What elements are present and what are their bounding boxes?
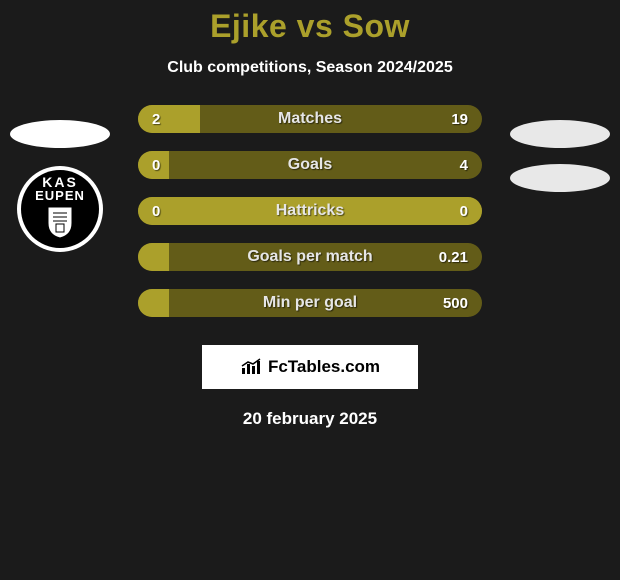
- stat-label: Goals: [138, 156, 482, 174]
- page-title: Ejike vs Sow: [0, 8, 620, 45]
- bar-overlay: 0Hattricks0: [138, 197, 482, 225]
- infographic-root: Ejike vs Sow Club competitions, Season 2…: [0, 0, 620, 429]
- subtitle: Club competitions, Season 2024/2025: [0, 59, 620, 77]
- bar-overlay: 0Goals4: [138, 151, 482, 179]
- bar-overlay: 2Matches19: [138, 105, 482, 133]
- chart-icon: [240, 358, 262, 376]
- stat-bar: Min per goal500: [138, 289, 482, 317]
- stat-label: Matches: [138, 110, 482, 128]
- bar-overlay: Goals per match0.21: [138, 243, 482, 271]
- stat-bar: 2Matches19: [138, 105, 482, 133]
- stat-bar: 0Goals4: [138, 151, 482, 179]
- brand-box: FcTables.com: [202, 345, 418, 389]
- brand-text: FcTables.com: [268, 357, 380, 377]
- stat-label: Min per goal: [138, 294, 482, 312]
- stat-row: 0Hattricks0: [0, 197, 620, 225]
- stat-bar: Goals per match0.21: [138, 243, 482, 271]
- stat-row: 0Goals4: [0, 151, 620, 179]
- date-text: 20 february 2025: [0, 409, 620, 429]
- stat-label: Goals per match: [138, 248, 482, 266]
- stat-label: Hattricks: [138, 202, 482, 220]
- stat-row: Goals per match0.21: [0, 243, 620, 271]
- stat-row: 2Matches19: [0, 105, 620, 133]
- stats-bars: 2Matches19 0Goals4 0Hattricks0 Goals per ma…: [0, 105, 620, 335]
- stat-row: Min per goal500: [0, 289, 620, 317]
- bar-overlay: Min per goal500: [138, 289, 482, 317]
- stat-bar: 0Hattricks0: [138, 197, 482, 225]
